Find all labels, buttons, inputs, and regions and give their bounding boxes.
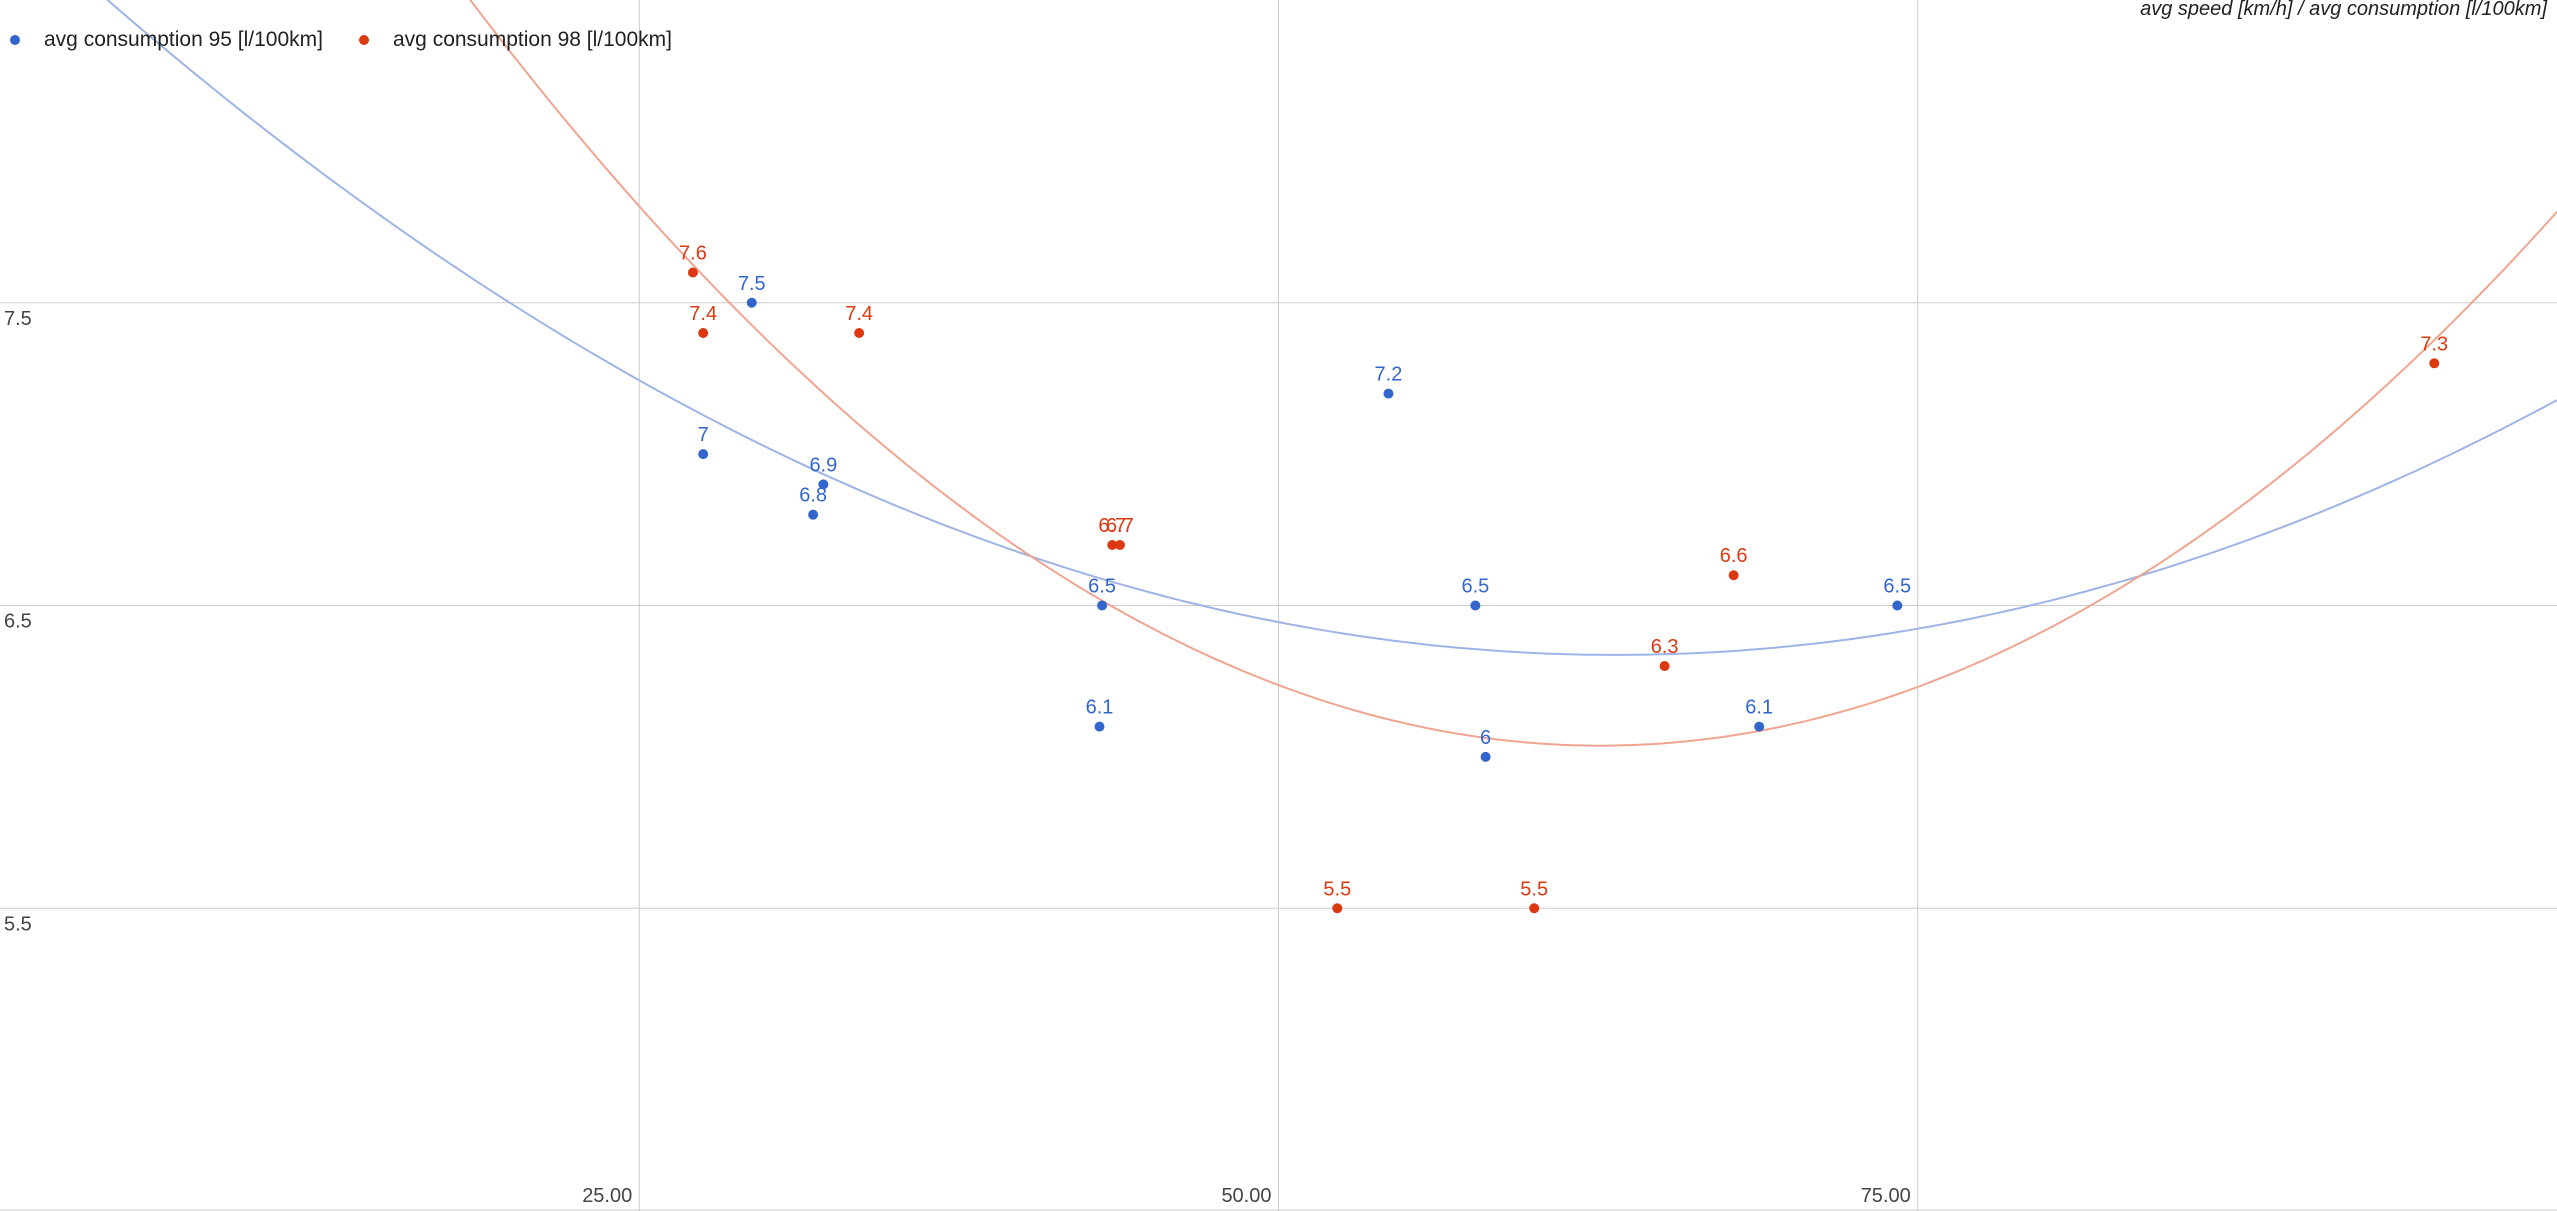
data-point-series-1 [746, 297, 757, 308]
data-point-series-1 [698, 449, 709, 460]
x-tick-label: 50.00 [1221, 1185, 1271, 1207]
axis-tick-labels: 25.00 50.00 75.00 5.5 6.5 7.5 [4, 308, 1911, 1207]
legend-label-95: avg consumption 95 [l/100km] [44, 28, 323, 51]
data-label-series-1: 7.2 [1375, 364, 1403, 386]
data-point-series-1 [1892, 600, 1903, 611]
data-point-series-2 [1107, 539, 1118, 550]
trendlines [106, 0, 2557, 747]
data-label-series-2: 6.7 [1106, 515, 1134, 537]
data-point-series-1 [808, 509, 819, 520]
legend: avg consumption 95 [l/100km] avg consump… [10, 28, 708, 52]
data-label-series-2: 5.5 [1520, 878, 1548, 900]
data-label-series-1: 6.5 [1088, 576, 1116, 598]
data-point-series-2 [698, 328, 709, 339]
data-label-series-1: 6.1 [1745, 697, 1773, 719]
data-label-series-1: 6.1 [1086, 697, 1114, 719]
x-tick-label: 75.00 [1861, 1185, 1911, 1207]
data-point-series-2 [1332, 903, 1343, 914]
data-point-series-1 [1094, 721, 1105, 732]
data-label-series-1: 6.9 [809, 454, 837, 476]
data-label-series-1: 6 [1480, 727, 1491, 749]
data-point-series-2 [1529, 903, 1540, 914]
data-point-series-2 [854, 328, 865, 339]
legend-marker-98 [359, 35, 369, 45]
data-point-series-1 [1470, 600, 1481, 611]
data-point-series-2 [1659, 661, 1670, 672]
data-label-series-2: 5.5 [1323, 878, 1351, 900]
data-label-series-2: 7.4 [845, 303, 873, 325]
y-tick-label: 7.5 [4, 308, 32, 330]
y-tick-label: 6.5 [4, 611, 32, 633]
data-point-series-2 [1728, 570, 1739, 581]
data-label-series-1: 7.5 [738, 273, 766, 295]
legend-label-98: avg consumption 98 [l/100km] [393, 28, 672, 51]
trendline-series-1 [106, 0, 2557, 656]
data-label-series-1: 6.8 [799, 485, 827, 507]
trendline-series-2 [469, 0, 2557, 747]
data-label-series-1: 6.5 [1883, 576, 1911, 598]
legend-marker-95 [10, 35, 20, 45]
data-labels: 7 7.5 6.8 6.9 6.5 6.1 7.2 6.5 6 6.1 6.5 7.6 7.4 7.4 6.… [679, 242, 2448, 900]
data-label-series-2: 7.4 [689, 303, 717, 325]
data-points [687, 267, 2440, 914]
data-label-series-2: 6.3 [1651, 636, 1679, 658]
data-point-series-1 [1754, 721, 1765, 732]
legend-item-95[interactable]: avg consumption 95 [l/100km] [10, 28, 323, 52]
y-tick-label: 5.5 [4, 913, 32, 935]
data-point-series-1 [1383, 388, 1394, 399]
data-label-series-2: 7.3 [2420, 333, 2448, 355]
data-label-series-1: 6.5 [1461, 576, 1489, 598]
data-point-series-1 [1480, 751, 1491, 762]
data-label-series-1: 7 [698, 424, 709, 446]
data-point-series-1 [818, 479, 829, 490]
x-tick-label: 25.00 [582, 1185, 632, 1207]
chart-title: avg speed [km/h] / avg consumption [l/10… [2140, 0, 2547, 20]
data-point-series-1 [1097, 600, 1108, 611]
data-point-series-2 [2429, 358, 2440, 369]
data-label-series-2: 6.6 [1720, 545, 1748, 567]
data-label-series-2: 7.6 [679, 242, 707, 264]
data-point-series-2 [1114, 539, 1125, 550]
data-point-series-2 [687, 267, 698, 278]
data-label-series-2: 6.7 [1098, 515, 1126, 537]
legend-item-98[interactable]: avg consumption 98 [l/100km] [359, 28, 672, 52]
